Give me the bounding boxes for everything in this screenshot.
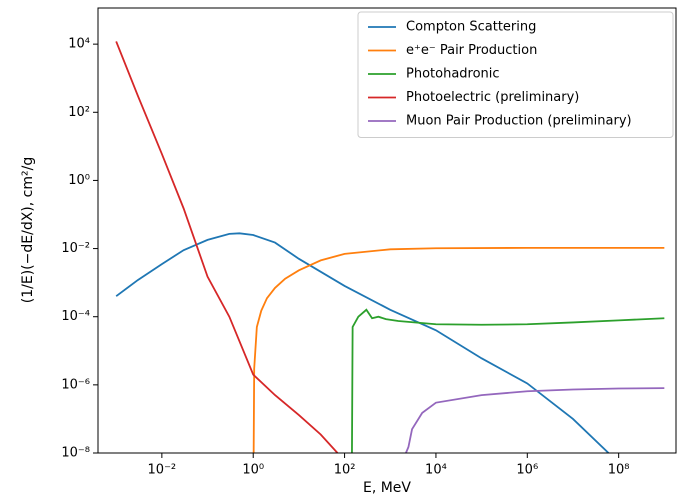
plot-frame xyxy=(97,7,677,454)
y-tick-label: 10⁴ xyxy=(68,37,90,52)
y-axis-label: (1/E)(−dE/dX), cm²/g xyxy=(20,157,36,303)
legend-label: Photoelectric (preliminary) xyxy=(406,90,579,105)
series-line xyxy=(115,41,339,453)
y-tick-label: 10⁻⁶ xyxy=(61,377,90,392)
series-line xyxy=(115,232,610,453)
series-line xyxy=(252,246,665,453)
legend-label: Compton Scattering xyxy=(406,20,536,35)
y-tick-label: 10² xyxy=(68,105,90,120)
x-tick-label: 10⁴ xyxy=(425,463,447,478)
y-tick-label: 10⁰ xyxy=(68,173,90,188)
plot-area xyxy=(115,41,665,453)
x-tick-label: 10⁶ xyxy=(516,463,538,478)
x-tick-label: 10⁸ xyxy=(608,463,630,478)
y-tick-label: 10⁻² xyxy=(61,241,90,256)
legend-box xyxy=(357,11,674,138)
legend-label: Muon Pair Production (preliminary) xyxy=(406,114,632,129)
x-tick-label: 10⁻² xyxy=(148,463,177,478)
legend-label: Photohadronic xyxy=(406,67,500,82)
legend-label: e⁺e⁻ Pair Production xyxy=(406,43,537,58)
x-tick-label: 10⁰ xyxy=(242,463,264,478)
y-tick-label: 10⁻⁴ xyxy=(61,309,90,324)
series-line xyxy=(351,308,665,453)
y-tick-label: 10⁻⁸ xyxy=(61,446,90,461)
series-line xyxy=(405,387,665,453)
x-tick-label: 10² xyxy=(334,463,356,478)
x-axis-label: E, MeV xyxy=(363,480,411,496)
